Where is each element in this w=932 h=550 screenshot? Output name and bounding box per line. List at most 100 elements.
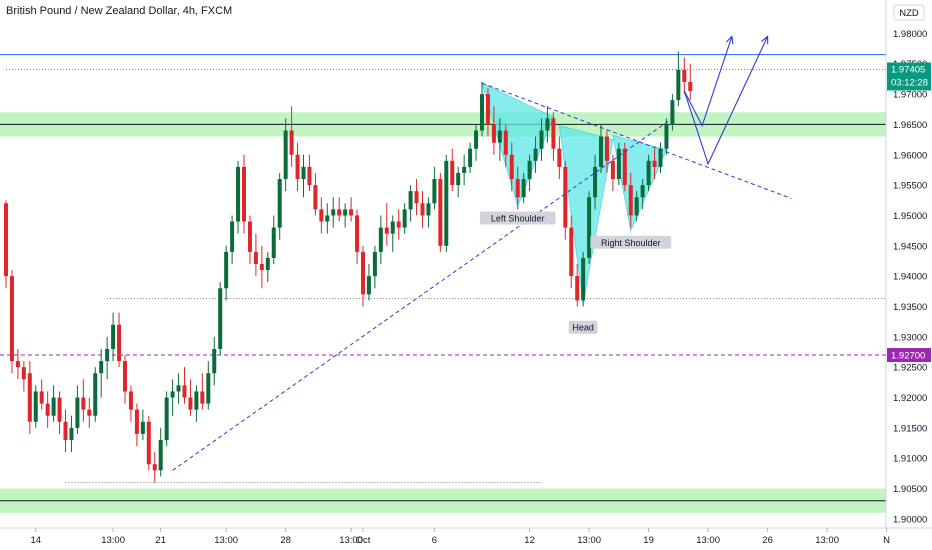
candle-body-49 (295, 154, 300, 180)
candle-body-3 (21, 367, 26, 380)
candle-body-111 (664, 124, 669, 149)
candle-body-15 (93, 373, 98, 416)
candle-body-91 (545, 118, 550, 131)
candle-body-54 (325, 215, 330, 222)
pattern-shape-1 (558, 125, 614, 304)
projection-arrowhead-1 (761, 35, 769, 45)
candle-body-37 (224, 251, 229, 289)
candle-body-4 (27, 373, 32, 422)
x-tick-0: 14 (30, 535, 41, 546)
candle-body-62 (372, 251, 377, 277)
candle-body-87 (521, 179, 526, 198)
candle-body-113 (676, 69, 681, 101)
candle-body-55 (331, 209, 336, 216)
candle-body-59 (355, 215, 360, 252)
candle-body-22 (134, 409, 139, 434)
candle-body-103 (616, 148, 621, 180)
candle-body-100 (599, 136, 603, 167)
candle-body-21 (128, 391, 133, 410)
candle-body-79 (474, 130, 479, 149)
candle-body-44 (265, 257, 270, 271)
candle-body-97 (581, 257, 586, 301)
bar-countdown: 03:12:28 (891, 77, 928, 88)
candle-body-77 (462, 166, 467, 173)
candle-body-70 (420, 203, 425, 216)
candle-body-41 (247, 221, 252, 252)
dashed-level-value: 1.92700 (891, 351, 925, 362)
candle-body-5 (33, 391, 38, 422)
candle-body-107 (640, 185, 645, 198)
candle-body-96 (575, 276, 580, 301)
pattern-label-bg-2 (590, 235, 672, 249)
candle-body-1 (9, 276, 14, 362)
candle-body-39 (236, 166, 241, 222)
candle-body-108 (646, 160, 651, 186)
candle-body-24 (146, 421, 151, 465)
candle-body-28 (170, 391, 175, 398)
y-tick-3: 1.96500 (893, 120, 927, 131)
candle-body-7 (45, 403, 50, 416)
pattern-label-bg-0 (479, 211, 556, 225)
candle-body-93 (557, 148, 562, 167)
currency-badge: NZD (893, 4, 925, 21)
y-tick-12: 1.92000 (893, 393, 927, 404)
last-price-value: 1.97405 (891, 64, 925, 75)
pattern-annotations: Left Shoulder Head Right Shoulder (479, 211, 672, 334)
horizontal-levels (0, 54, 886, 483)
drawing-lines (172, 35, 792, 471)
x-tick-8: 12 (524, 535, 535, 546)
x-tick-9: 13:00 (577, 535, 601, 546)
candle-body-16 (99, 361, 104, 374)
candle-body-109 (652, 160, 657, 167)
y-tick-9: 1.93500 (893, 302, 927, 313)
dashed-level-tag-bg (887, 348, 931, 363)
candle-body-99 (593, 166, 598, 198)
last-price-tag-bg (887, 62, 931, 91)
candle-body-50 (301, 166, 306, 180)
candle-body-85 (509, 154, 514, 180)
candle-body-8 (51, 397, 56, 416)
pattern-shape-2 (612, 134, 668, 232)
candle-body-73 (438, 179, 443, 246)
candle-body-27 (164, 397, 169, 440)
y-tick-8: 1.94000 (893, 272, 927, 283)
y-tick-7: 1.94500 (893, 241, 927, 252)
candle-body-92 (551, 118, 556, 149)
candle-body-83 (497, 130, 502, 143)
candle-body-34 (206, 373, 211, 404)
candle-body-102 (610, 160, 615, 180)
candle-body-105 (628, 185, 633, 216)
candle-body-60 (361, 251, 365, 295)
candle-body-6 (39, 391, 44, 404)
candle-body-18 (111, 324, 116, 349)
projection-path-0 (683, 36, 733, 128)
candle-body-33 (200, 391, 205, 404)
x-tick-6: Oct (356, 535, 371, 546)
candle-body-12 (75, 397, 80, 428)
candle-body-52 (313, 185, 318, 210)
y-tick-14: 1.91000 (893, 454, 927, 465)
candle-body-35 (212, 348, 217, 374)
candle-body-72 (432, 179, 437, 204)
candle-body-76 (456, 172, 461, 186)
candle-body-78 (468, 148, 473, 167)
x-tick-3: 13:00 (214, 535, 238, 546)
candle-body-104 (622, 148, 627, 186)
candle-body-67 (402, 209, 407, 228)
pattern-label-2: Right Shoulder (601, 238, 661, 248)
candle-body-68 (408, 191, 413, 210)
candle-body-14 (87, 409, 92, 416)
y-tick-10: 1.93000 (893, 332, 927, 343)
neckline (481, 82, 792, 199)
x-tick-5: 13:00 (339, 535, 363, 546)
y-tick-2: 1.97000 (893, 90, 927, 101)
candle-body-9 (57, 397, 62, 422)
candle-body-47 (283, 130, 288, 180)
candle-body-29 (176, 385, 181, 392)
x-tick-4: 28 (280, 535, 291, 546)
pattern-label-1: Head (572, 323, 594, 333)
candle-body-74 (444, 160, 449, 246)
pattern-label-bg-1 (568, 320, 598, 334)
